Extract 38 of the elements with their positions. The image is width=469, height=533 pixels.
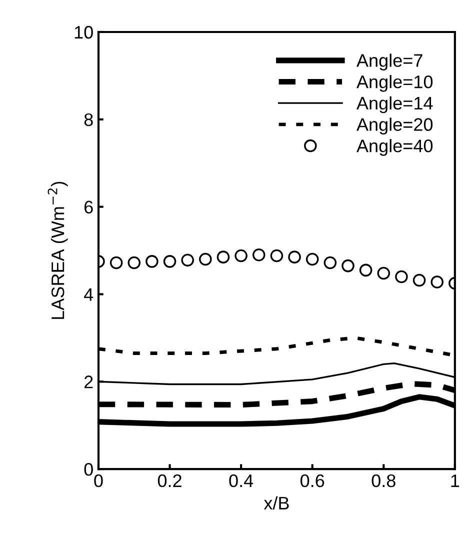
point [216, 250, 230, 264]
y-tick-label: 2 [84, 376, 93, 388]
y-axis-title: LASREA (Wm$^{−2}$) [48, 182, 68, 319]
point [359, 264, 372, 277]
legend-label: Angle=40 [356, 139, 433, 156]
point [146, 255, 158, 268]
point [234, 249, 248, 262]
x-axis-title: x/B [264, 496, 289, 510]
x-tick-label: 0.2 [158, 474, 182, 488]
point [342, 259, 354, 272]
point [377, 266, 390, 280]
x-tick-label: 0.4 [229, 474, 254, 488]
point [110, 256, 123, 270]
x-tick-label: 0 [94, 474, 103, 488]
point [270, 249, 284, 262]
y-tick-label: 10 [74, 26, 93, 39]
point [430, 276, 444, 288]
point [181, 254, 194, 267]
y-tick-label: 0 [84, 462, 93, 476]
legend-label: Angle=7 [356, 54, 422, 70]
y-tick-label: 6 [84, 200, 93, 214]
point [324, 256, 337, 270]
point [288, 250, 301, 264]
point [252, 248, 266, 262]
point [395, 270, 408, 284]
y-tick-label: 4 [84, 288, 94, 301]
point [412, 274, 426, 287]
legend-label: Angle=10 [356, 74, 433, 92]
legend-label: Angle=20 [356, 118, 433, 135]
x-tick-label: 1 [451, 474, 460, 487]
point [306, 252, 319, 266]
y-tick-label: 8 [84, 113, 93, 126]
legend-label: Angle=14 [356, 96, 433, 114]
x-tick-label: 0.8 [372, 474, 396, 488]
point [163, 255, 176, 268]
point [199, 252, 212, 266]
point [128, 256, 141, 270]
x-tick-label: 0.6 [300, 474, 324, 488]
